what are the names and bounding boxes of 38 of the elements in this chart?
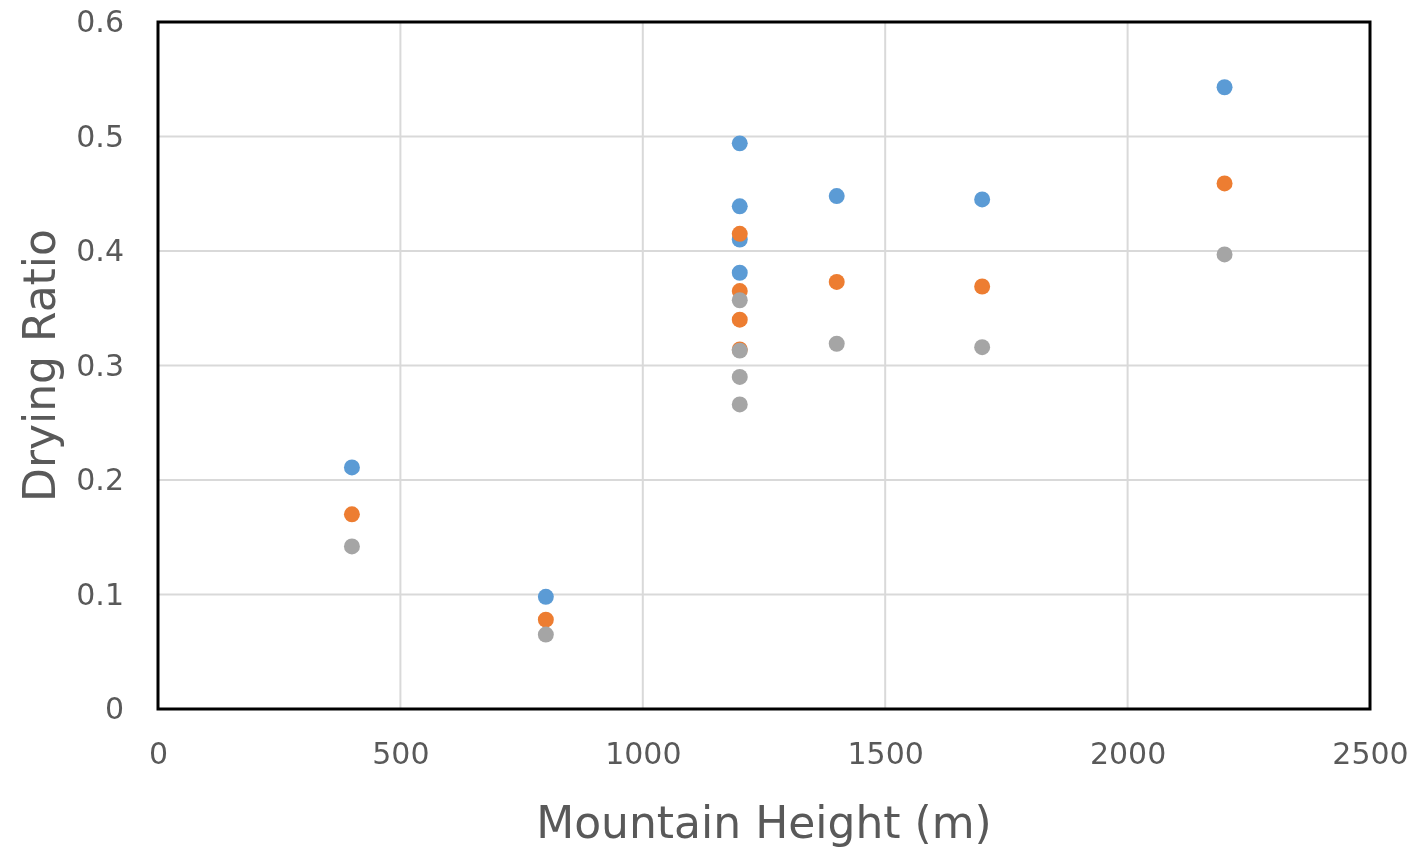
- point: [537, 611, 554, 628]
- x-tick-label: 0: [148, 736, 169, 772]
- y-tick-label: 0.1: [76, 576, 124, 612]
- point: [537, 626, 554, 643]
- point: [974, 278, 991, 295]
- point: [537, 588, 554, 605]
- point: [731, 198, 748, 215]
- y-tick-label: 0: [104, 691, 124, 727]
- point: [731, 264, 748, 281]
- point: [731, 225, 748, 242]
- point: [343, 459, 360, 476]
- point: [731, 368, 748, 385]
- x-axis-title: Mountain Height (m): [536, 797, 992, 848]
- x-tick-label: 1000: [605, 736, 682, 772]
- y-tick-label: 0.2: [76, 462, 124, 498]
- point: [974, 191, 991, 208]
- point: [731, 135, 748, 152]
- point: [1216, 246, 1233, 263]
- point: [731, 311, 748, 328]
- point: [828, 335, 845, 352]
- point: [731, 396, 748, 413]
- y-tick-label: 0.4: [76, 233, 124, 269]
- y-axis-title: Drying Ratio: [14, 228, 65, 503]
- point: [343, 506, 360, 523]
- point: [828, 273, 845, 290]
- y-tick-label: 0.6: [76, 4, 124, 40]
- x-tick-label: 1500: [847, 736, 924, 772]
- y-tick-label: 0.5: [76, 118, 124, 154]
- x-tick-label: 2000: [1089, 736, 1167, 772]
- point: [828, 188, 845, 204]
- point: [1216, 175, 1233, 192]
- x-tick-label: 2500: [1332, 736, 1409, 772]
- y-tick-label: 0.3: [76, 347, 124, 383]
- point: [974, 339, 991, 356]
- x-tick-label: 500: [372, 736, 430, 772]
- point: [343, 538, 360, 555]
- point: [1216, 79, 1233, 96]
- point: [731, 292, 748, 309]
